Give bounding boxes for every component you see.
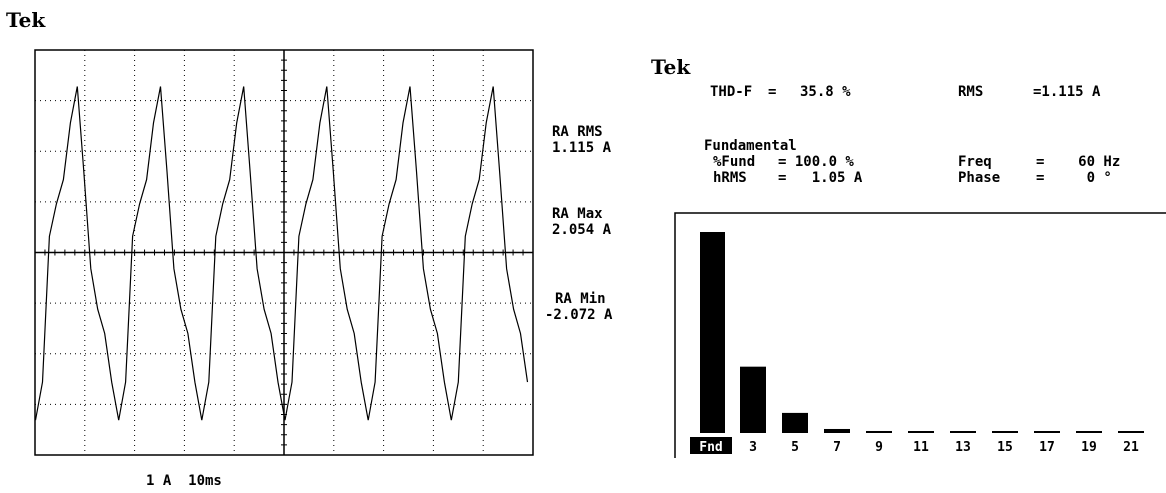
scope-grid xyxy=(34,49,534,456)
harmonic-tick-label: 15 xyxy=(997,440,1013,455)
freq-label: Freq xyxy=(958,154,992,170)
harmonic-bar xyxy=(992,431,1018,433)
harmonic-bar xyxy=(740,366,766,433)
harmonic-bar xyxy=(1118,431,1144,433)
freq-value: = 60 Hz xyxy=(1036,154,1121,170)
hrms-label: hRMS xyxy=(713,170,747,186)
harmonic-tick-label: 17 xyxy=(1039,440,1055,455)
harmonic-tick-label: 11 xyxy=(913,440,929,455)
harmonic-bar xyxy=(908,431,934,433)
phase-label: Phase xyxy=(958,170,1001,186)
harmonic-tick-label: 9 xyxy=(875,440,883,455)
harmonic-bar xyxy=(700,232,725,433)
waveform-trace xyxy=(34,86,529,421)
harmonic-tick-label: 7 xyxy=(833,440,841,455)
fund-pct-label: %Fund xyxy=(713,154,756,170)
fundamental-heading: Fundamental xyxy=(704,138,797,154)
harmonic-tick-label: Fnd xyxy=(699,440,722,455)
scope-screen xyxy=(34,49,534,456)
rms-value: 1.115 A xyxy=(552,140,612,156)
rms-label-analyzer: RMS xyxy=(958,84,984,100)
hrms-value: = 1.05 A xyxy=(778,170,863,186)
rms-value-analyzer: =1.115 A xyxy=(1033,84,1101,100)
harmonic-bar xyxy=(824,428,850,433)
thd-label: THD-F xyxy=(710,84,753,100)
max-value: 2.054 A xyxy=(552,222,612,238)
thd-eq: = xyxy=(768,84,777,100)
max-label: RA Max xyxy=(552,206,603,222)
phase-value: = 0 ° xyxy=(1036,170,1112,186)
scope-brand: Tek xyxy=(6,8,46,32)
harmonic-tick-label: 5 xyxy=(791,440,799,455)
fnd-label-highlight xyxy=(690,437,732,454)
harmonic-bar xyxy=(1034,431,1060,433)
harmonic-tick-label: 21 xyxy=(1123,440,1139,455)
harmonic-chart-frame xyxy=(674,212,1166,458)
rms-label: RA RMS xyxy=(552,124,603,140)
fund-pct-value: = 100.0 % xyxy=(778,154,854,170)
harmonic-bar xyxy=(866,430,892,433)
harmonic-tick-label: 19 xyxy=(1081,440,1097,455)
harmonic-bar xyxy=(782,412,808,433)
thd-value: 35.8 % xyxy=(800,84,851,100)
harmonic-bar xyxy=(1076,431,1102,433)
scope-scale: 1 A 10ms xyxy=(146,473,222,489)
analyzer-brand: Tek xyxy=(651,55,691,79)
harmonic-bar xyxy=(950,431,976,433)
min-label: RA Min xyxy=(555,291,606,307)
min-value: -2.072 A xyxy=(545,307,613,323)
harmonic-tick-label: 3 xyxy=(749,440,757,455)
harmonic-tick-label: 13 xyxy=(955,440,971,455)
